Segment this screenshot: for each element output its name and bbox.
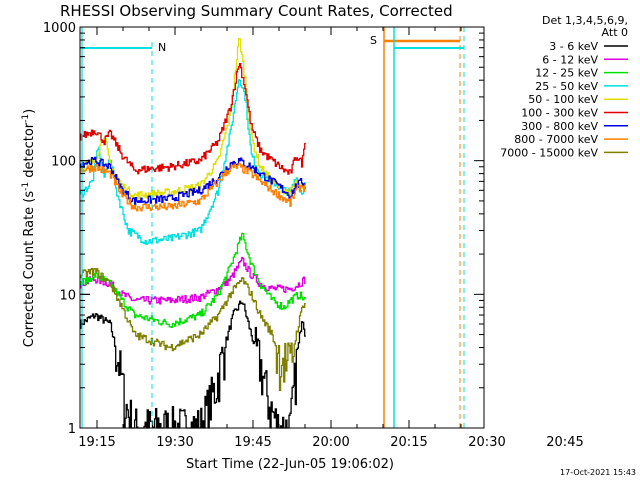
legend-header-line: Att 0 (602, 26, 628, 39)
series-line-6 (80, 156, 306, 205)
y-axis-label-part1: Corrected Count Rate (s (22, 191, 37, 348)
x-tick-label: 20:15 (390, 435, 427, 450)
y-tick-label: 1 (68, 422, 76, 437)
marker-label-n: N (158, 41, 166, 54)
series-line-8 (80, 267, 306, 391)
y-axis-label-sup2: -1 (21, 114, 31, 123)
x-tick-label: 19:15 (78, 435, 115, 450)
x-tick-label: 19:30 (156, 435, 193, 450)
y-tick-label: 10 (59, 288, 76, 303)
legend-entry-label: 3 - 6 keV (549, 40, 598, 53)
x-tick-label: 19:45 (234, 435, 271, 450)
series-line-5 (80, 62, 306, 175)
x-tick-label: 20:00 (312, 435, 349, 450)
x-tick-label: 20:30 (468, 435, 505, 450)
series-line-7 (80, 163, 306, 212)
legend-entry-label: 7000 - 15000 keV (500, 146, 598, 159)
y-axis-label-part3: ) (22, 109, 37, 114)
annotation-layer: NS (80, 27, 465, 428)
chart-title: RHESSI Observing Summary Count Rates, Co… (60, 2, 453, 20)
y-tick-label: 1000 (43, 21, 76, 36)
legend-entry-label: 12 - 25 keV (535, 67, 598, 80)
plot-background (80, 27, 484, 428)
y-axis-label-sup1: -1 (21, 182, 31, 191)
y-axis-label: Corrected Count Rate (s-1 detector-1) (21, 109, 37, 347)
series-line-0 (80, 300, 306, 429)
legend-entry-label: 300 - 800 keV (521, 120, 598, 133)
plot-frame (79, 26, 485, 429)
plot-area (80, 27, 484, 428)
series-line-2 (80, 232, 306, 328)
y-tick-label: 100 (51, 155, 76, 170)
legend-entry-label: 50 - 100 keV (528, 93, 598, 106)
timestamp: 17-Oct-2021 15:43 (560, 468, 636, 477)
legend-entry-label: 800 - 7000 keV (514, 133, 598, 146)
legend-entry-label: 100 - 300 keV (521, 107, 598, 120)
axis-layer: 1 10 100 1000 19:15 19:30 19:45 20:00 20:15 20:30… (43, 21, 584, 450)
series-layer (80, 38, 306, 429)
x-tick-label: 20:45 (546, 435, 583, 450)
y-axis-label-part2: detector (22, 122, 37, 182)
marker-label-s: S (370, 34, 377, 47)
legend-header-line: Det 1,3,4,5,6,9, (542, 14, 628, 27)
legend-entry-label: 25 - 50 keV (535, 80, 598, 93)
x-axis-label: Start Time (22-Jun-05 19:06:02) (186, 457, 394, 472)
legend-entry-label: 6 - 12 keV (542, 53, 598, 66)
